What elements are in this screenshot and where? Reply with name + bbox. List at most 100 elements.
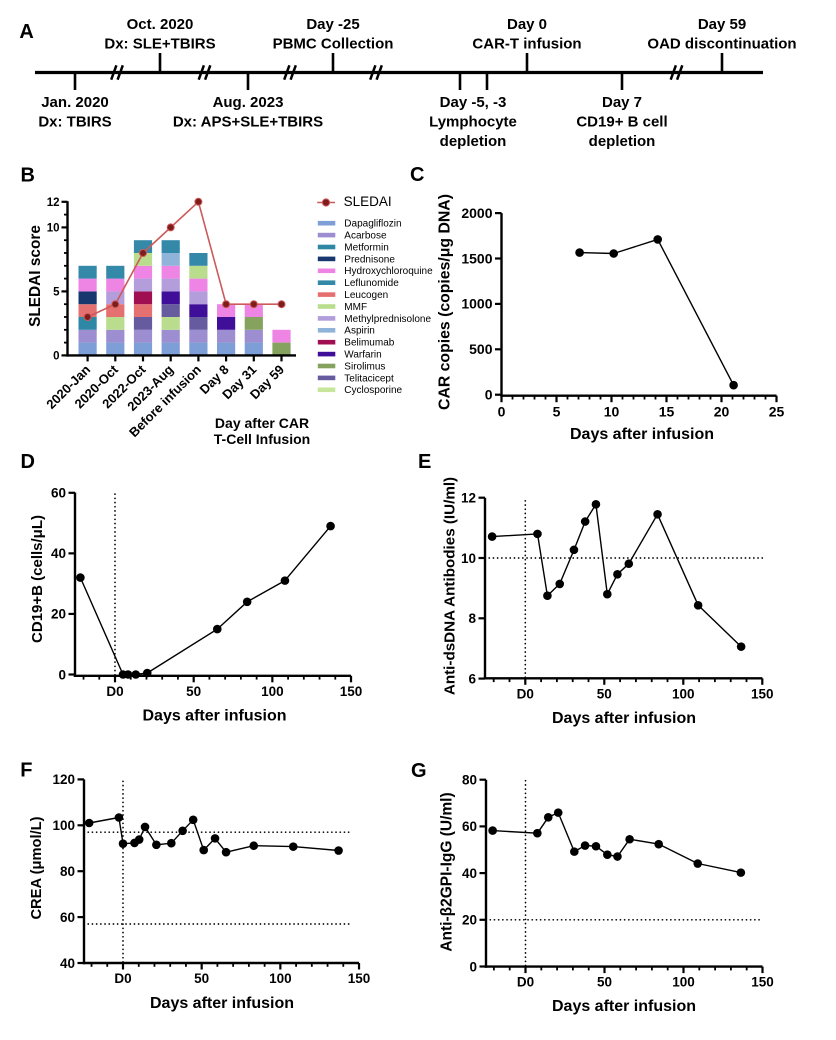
- svg-text:OAD discontinuation: OAD discontinuation: [647, 36, 796, 53]
- svg-text:Days after infusion: Days after infusion: [150, 995, 294, 1012]
- svg-text:10: 10: [461, 551, 476, 566]
- svg-text:0: 0: [53, 351, 59, 363]
- svg-text:Belimumab: Belimumab: [344, 338, 394, 349]
- svg-text:0: 0: [469, 959, 477, 974]
- svg-text:80: 80: [462, 773, 477, 788]
- svg-text:100: 100: [261, 684, 284, 699]
- svg-text:CD19+ B cell: CD19+ B cell: [576, 114, 667, 131]
- svg-text:40: 40: [60, 956, 75, 971]
- svg-text:PBMC Collection: PBMC Collection: [273, 36, 394, 53]
- svg-text:2000: 2000: [461, 205, 492, 221]
- svg-text:depletion: depletion: [440, 133, 507, 150]
- svg-text:Day 0: Day 0: [507, 16, 547, 33]
- svg-text:C: C: [410, 164, 424, 186]
- svg-text:D0: D0: [517, 686, 534, 701]
- svg-text:B: B: [21, 165, 35, 187]
- svg-text:Dapagliflozin: Dapagliflozin: [344, 219, 401, 230]
- svg-text:Cyclosporine: Cyclosporine: [344, 385, 402, 396]
- svg-text:100: 100: [269, 971, 292, 986]
- svg-text:G: G: [411, 760, 427, 782]
- svg-text:100: 100: [672, 686, 695, 701]
- svg-text:Telitacicept: Telitacicept: [344, 373, 394, 384]
- svg-text:CAR copies (copies/μg DNA): CAR copies (copies/μg DNA): [437, 194, 454, 410]
- svg-text:Days after infusion: Days after infusion: [570, 426, 714, 443]
- svg-text:Days after infusion: Days after infusion: [142, 707, 286, 724]
- svg-text:Day -5, -3: Day -5, -3: [440, 94, 507, 111]
- svg-text:Sirolimus: Sirolimus: [344, 361, 385, 372]
- svg-text:100: 100: [672, 975, 695, 990]
- svg-text:150: 150: [751, 975, 774, 990]
- svg-text:D0: D0: [106, 684, 123, 699]
- svg-text:Anti-dsDNA Antibodies (IU/ml): Anti-dsDNA Antibodies (IU/ml): [442, 477, 459, 695]
- svg-text:Days after infusion: Days after infusion: [552, 710, 696, 727]
- svg-text:50: 50: [194, 971, 209, 986]
- svg-text:Dx: TBIRS: Dx: TBIRS: [38, 114, 111, 131]
- svg-text:D: D: [21, 451, 35, 473]
- svg-text:Oct. 2020: Oct. 2020: [127, 16, 194, 33]
- svg-text:60: 60: [51, 486, 66, 501]
- svg-text:5: 5: [553, 404, 561, 420]
- svg-text:Hydroxychloroquine: Hydroxychloroquine: [344, 266, 433, 277]
- svg-text:CD19+B (cells/μL): CD19+B (cells/μL): [29, 515, 46, 643]
- svg-text:Aspirin: Aspirin: [344, 326, 375, 337]
- svg-text:60: 60: [462, 819, 477, 834]
- svg-text:Acarbose: Acarbose: [344, 231, 387, 242]
- svg-text:1500: 1500: [461, 250, 492, 266]
- svg-text:120: 120: [52, 772, 75, 787]
- svg-text:0: 0: [58, 667, 66, 682]
- svg-text:Leucogen: Leucogen: [344, 290, 388, 301]
- svg-text:8: 8: [468, 611, 476, 626]
- svg-text:20: 20: [714, 404, 730, 420]
- svg-text:5: 5: [53, 287, 60, 299]
- svg-text:depletion: depletion: [589, 133, 656, 150]
- svg-text:Dx: APS+SLE+TBIRS: Dx: APS+SLE+TBIRS: [173, 114, 323, 131]
- svg-text:D0: D0: [517, 975, 534, 990]
- svg-text:500: 500: [469, 341, 493, 357]
- svg-text:Dx: SLE+TBIRS: Dx: SLE+TBIRS: [104, 36, 215, 53]
- svg-text:Anti-β2GPI-IgG (U/ml): Anti-β2GPI-IgG (U/ml): [439, 792, 456, 951]
- svg-text:Day 59: Day 59: [698, 16, 746, 33]
- svg-text:50: 50: [597, 686, 612, 701]
- svg-text:1000: 1000: [461, 296, 492, 312]
- svg-text:50: 50: [186, 684, 201, 699]
- svg-text:15: 15: [659, 404, 675, 420]
- svg-text:12: 12: [47, 197, 60, 209]
- svg-text:Prednisone: Prednisone: [344, 254, 395, 265]
- svg-text:60: 60: [60, 910, 75, 925]
- svg-text:0: 0: [498, 404, 506, 420]
- svg-text:Lymphocyte: Lymphocyte: [429, 114, 517, 131]
- svg-text:10: 10: [47, 223, 60, 235]
- svg-text:Day after CAR: Day after CAR: [215, 415, 309, 431]
- svg-text:40: 40: [462, 866, 477, 881]
- svg-text:40: 40: [51, 546, 66, 561]
- svg-text:25: 25: [769, 404, 785, 420]
- svg-text:MMF: MMF: [344, 302, 367, 313]
- svg-text:150: 150: [340, 684, 363, 699]
- svg-text:10: 10: [604, 404, 620, 420]
- svg-text:D0: D0: [114, 971, 131, 986]
- svg-text:CAR-T infusion: CAR-T infusion: [472, 36, 581, 53]
- svg-text:6: 6: [468, 671, 476, 686]
- svg-text:Days after infusion: Days after infusion: [552, 998, 696, 1015]
- svg-text:Day -25: Day -25: [306, 16, 359, 33]
- svg-text:Methylprednisolone: Methylprednisolone: [344, 314, 431, 325]
- svg-text:0: 0: [485, 387, 493, 403]
- svg-text:Jan. 2020: Jan. 2020: [41, 94, 109, 111]
- svg-text:T-Cell Infusion: T-Cell Infusion: [214, 431, 310, 447]
- svg-text:100: 100: [52, 818, 75, 833]
- svg-text:50: 50: [597, 975, 612, 990]
- svg-text:CREA (μmol/L): CREA (μmol/L): [29, 816, 45, 919]
- svg-text:20: 20: [462, 913, 477, 928]
- svg-text:12: 12: [461, 491, 476, 506]
- svg-text:SLEDAI score: SLEDAI score: [27, 225, 44, 327]
- svg-text:20: 20: [51, 607, 66, 622]
- svg-text:Day 7: Day 7: [602, 94, 642, 111]
- svg-text:Warfarin: Warfarin: [344, 350, 381, 361]
- svg-text:SLEDAI: SLEDAI: [344, 194, 392, 209]
- svg-text:150: 150: [751, 686, 774, 701]
- svg-text:Aug. 2023: Aug. 2023: [213, 94, 284, 111]
- svg-text:Metformin: Metformin: [344, 242, 388, 253]
- svg-text:150: 150: [348, 971, 371, 986]
- svg-text:A: A: [19, 21, 33, 43]
- svg-text:Leflunomide: Leflunomide: [344, 278, 399, 289]
